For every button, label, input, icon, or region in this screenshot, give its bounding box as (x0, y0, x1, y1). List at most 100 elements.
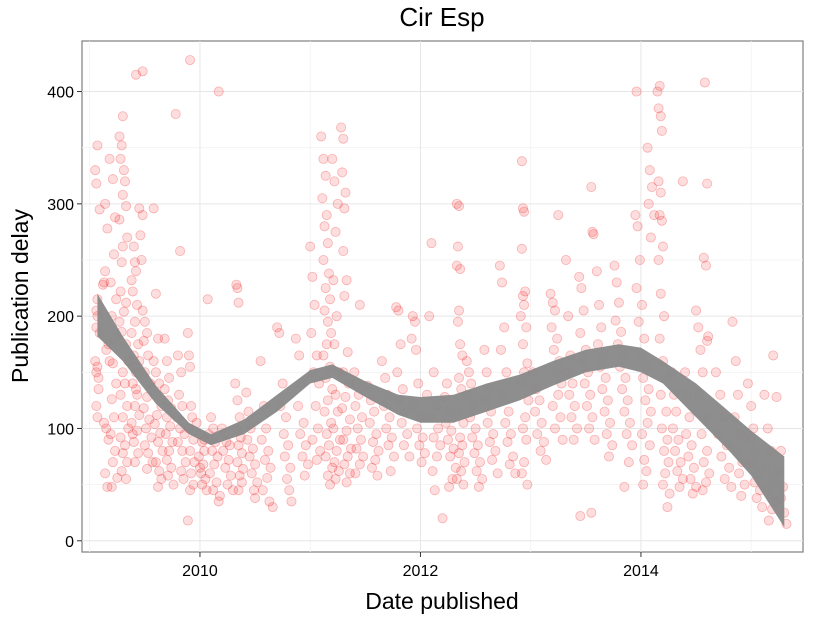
data-point (211, 477, 222, 488)
data-point (170, 109, 181, 120)
data-point (344, 414, 355, 425)
data-point (94, 204, 105, 215)
data-point (126, 417, 137, 428)
data-point (645, 406, 656, 417)
data-point (164, 445, 175, 456)
data-point (587, 412, 598, 423)
data-point (232, 283, 243, 294)
data-point (757, 502, 768, 513)
data-point (119, 378, 130, 389)
data-point (242, 434, 253, 445)
data-point (272, 322, 283, 333)
data-point (119, 176, 130, 187)
data-point (121, 297, 132, 308)
data-point (122, 457, 133, 468)
data-point (424, 311, 435, 322)
data-point (168, 479, 179, 490)
data-point (202, 294, 213, 305)
data-point (317, 193, 328, 204)
data-point (553, 389, 564, 400)
data-point (662, 434, 673, 445)
data-point (322, 238, 333, 249)
data-point (516, 243, 527, 254)
data-point (571, 423, 582, 434)
data-point (274, 327, 285, 338)
data-point (154, 378, 165, 389)
data-point (451, 198, 462, 209)
data-point (232, 395, 243, 406)
data-point (99, 277, 110, 288)
data-point (553, 210, 564, 221)
data-point (147, 457, 158, 468)
data-point (139, 440, 150, 451)
data-point (127, 378, 138, 389)
data-point (150, 457, 161, 468)
data-point (91, 367, 102, 378)
data-point (739, 479, 750, 490)
data-point (500, 417, 511, 428)
data-point (402, 429, 413, 440)
data-point (231, 279, 242, 290)
data-point (406, 333, 417, 344)
data-point (474, 457, 485, 468)
data-point (520, 412, 531, 423)
data-point (142, 327, 153, 338)
data-point (724, 462, 735, 473)
data-point (619, 406, 630, 417)
data-point (186, 400, 197, 411)
data-point (419, 448, 430, 459)
data-point (341, 275, 352, 286)
data-point (715, 389, 726, 400)
x-axis-ticks: 2010 2012 2014 (182, 552, 659, 580)
data-point (620, 372, 631, 383)
data-point (653, 176, 664, 187)
data-point (212, 451, 223, 462)
data-point (117, 189, 128, 200)
data-point (597, 384, 608, 395)
data-point (443, 434, 454, 445)
data-point (354, 459, 365, 470)
data-point (654, 80, 665, 91)
data-point (517, 290, 528, 301)
data-point (508, 451, 519, 462)
data-point (136, 254, 147, 265)
data-point (579, 378, 590, 389)
data-point (188, 479, 199, 490)
data-point (451, 260, 462, 271)
data-point (393, 305, 404, 316)
data-point (652, 86, 663, 97)
data-point (149, 418, 160, 429)
data-point (143, 350, 154, 361)
data-point (329, 457, 340, 468)
data-point (391, 302, 402, 313)
y-tick-label: 300 (47, 197, 74, 214)
data-point (355, 434, 366, 445)
data-point (655, 111, 666, 122)
data-point (322, 395, 333, 406)
data-point (437, 513, 448, 524)
data-point (446, 425, 457, 436)
data-point (185, 485, 196, 496)
data-point (134, 409, 145, 420)
data-point (463, 367, 474, 378)
data-point (458, 479, 469, 490)
data-point (656, 125, 667, 136)
data-point (672, 466, 683, 477)
data-point (93, 384, 104, 395)
data-point (280, 412, 291, 423)
data-point (677, 473, 688, 484)
data-point (323, 268, 334, 279)
data-point (213, 496, 224, 507)
data-point (472, 440, 483, 451)
data-point (466, 378, 477, 389)
data-point (763, 515, 774, 526)
data-point (209, 459, 220, 470)
data-point (454, 201, 465, 212)
data-point (643, 198, 654, 209)
data-point (328, 423, 339, 434)
data-point (653, 103, 664, 114)
data-point (310, 400, 321, 411)
data-point (298, 417, 309, 428)
data-point (138, 335, 149, 346)
data-point (299, 470, 310, 481)
